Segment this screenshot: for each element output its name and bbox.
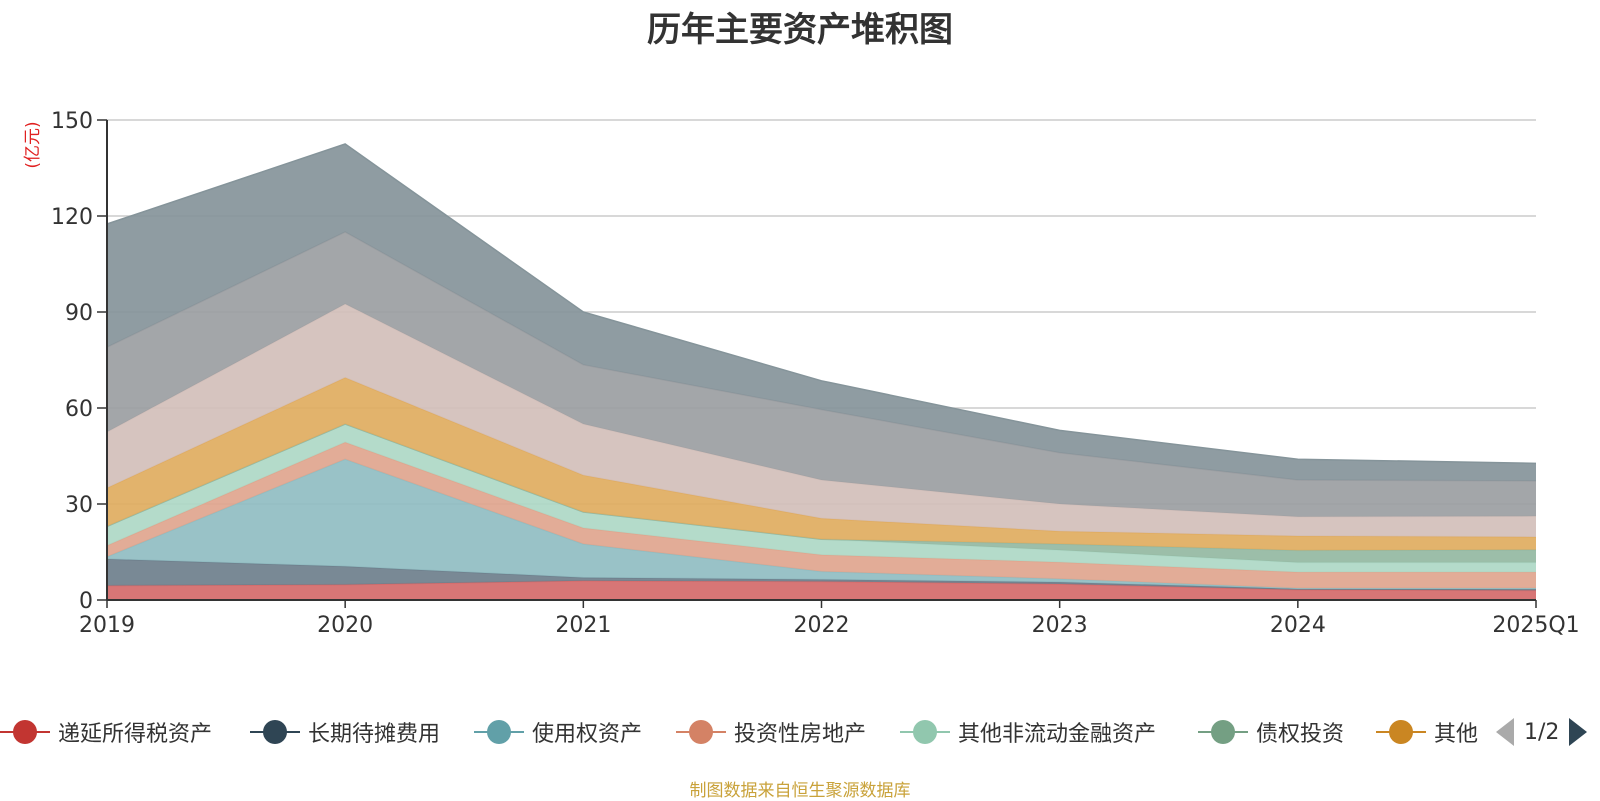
legend-page-label: 1/2 — [1524, 719, 1560, 745]
x-tick-label: 2023 — [1032, 613, 1088, 638]
x-tick-label: 2020 — [317, 613, 373, 638]
legend-label: 投资性房地产 — [734, 722, 867, 747]
y-tick-label: 90 — [65, 301, 93, 326]
legend-marker-icon — [1376, 712, 1426, 752]
legend-label: 递延所得税资产 — [58, 722, 213, 747]
area-series-4 — [107, 424, 1536, 573]
x-tick-label: 2021 — [555, 613, 611, 638]
legend-label: 其他 — [1434, 722, 1479, 747]
legend-item[interactable]: 其他 — [1376, 712, 1478, 752]
legend-item[interactable]: 其他非流动金融资产 — [900, 712, 1156, 752]
y-tick-label: 150 — [51, 109, 93, 134]
x-tick-label: 2022 — [794, 613, 850, 638]
x-tick-label: 2024 — [1270, 613, 1326, 638]
legend-marker-icon — [250, 712, 300, 752]
legend-marker-icon — [1198, 712, 1248, 752]
y-tick-label: 60 — [65, 397, 93, 422]
area-series-3 — [107, 442, 1536, 589]
legend-marker-icon — [900, 712, 950, 752]
legend-item[interactable]: 递延所得税资产 — [0, 712, 212, 752]
y-tick-label: 30 — [65, 493, 93, 518]
legend-item[interactable]: 使用权资产 — [474, 712, 642, 752]
area-series-0 — [107, 580, 1536, 600]
legend-marker-icon — [676, 712, 726, 752]
legend-label: 长期待摊费用 — [308, 722, 441, 747]
legend-pager: 1/2 — [1496, 712, 1588, 752]
legend-next-arrow-icon[interactable] — [1569, 718, 1588, 746]
legend-item[interactable]: 债权投资 — [1198, 712, 1344, 752]
source-note: 制图数据来自恒生聚源数据库 — [689, 781, 911, 801]
legend: 递延所得税资产 长期待摊费用 使用权资产 投资性房地产 其他非流动金融资产 债权投资 其他 — [0, 712, 1600, 752]
legend-item[interactable]: 投资性房地产 — [676, 712, 866, 752]
legend-label: 其他非流动金融资产 — [958, 722, 1157, 747]
area-series-2 — [107, 459, 1536, 590]
x-tick-label: 2025Q1 — [1492, 613, 1579, 638]
y-tick-label: 120 — [51, 205, 93, 230]
area-series-line-9 — [106, 143, 1537, 465]
area-series-7 — [107, 304, 1536, 537]
x-tick-label: 2019 — [79, 613, 135, 638]
y-axis-label: (亿元) — [23, 121, 43, 168]
legend-label: 使用权资产 — [532, 722, 643, 747]
axes: 0 30 60 90 120 150 2019 2020 2021 2022 2023 2024 202… — [51, 109, 1580, 638]
area-series-1 — [107, 559, 1536, 591]
stacked-areas — [106, 143, 1537, 600]
legend-marker-icon — [474, 712, 524, 752]
legend-prev-arrow-icon[interactable] — [1496, 718, 1514, 746]
area-series-8 — [107, 232, 1536, 517]
legend-label: 债权投资 — [1256, 722, 1345, 747]
legend-marker-icon — [0, 712, 50, 752]
y-tick-label: 0 — [79, 589, 93, 614]
legend-item[interactable]: 长期待摊费用 — [250, 712, 440, 752]
chart-title: 历年主要资产堆积图 — [647, 10, 953, 50]
